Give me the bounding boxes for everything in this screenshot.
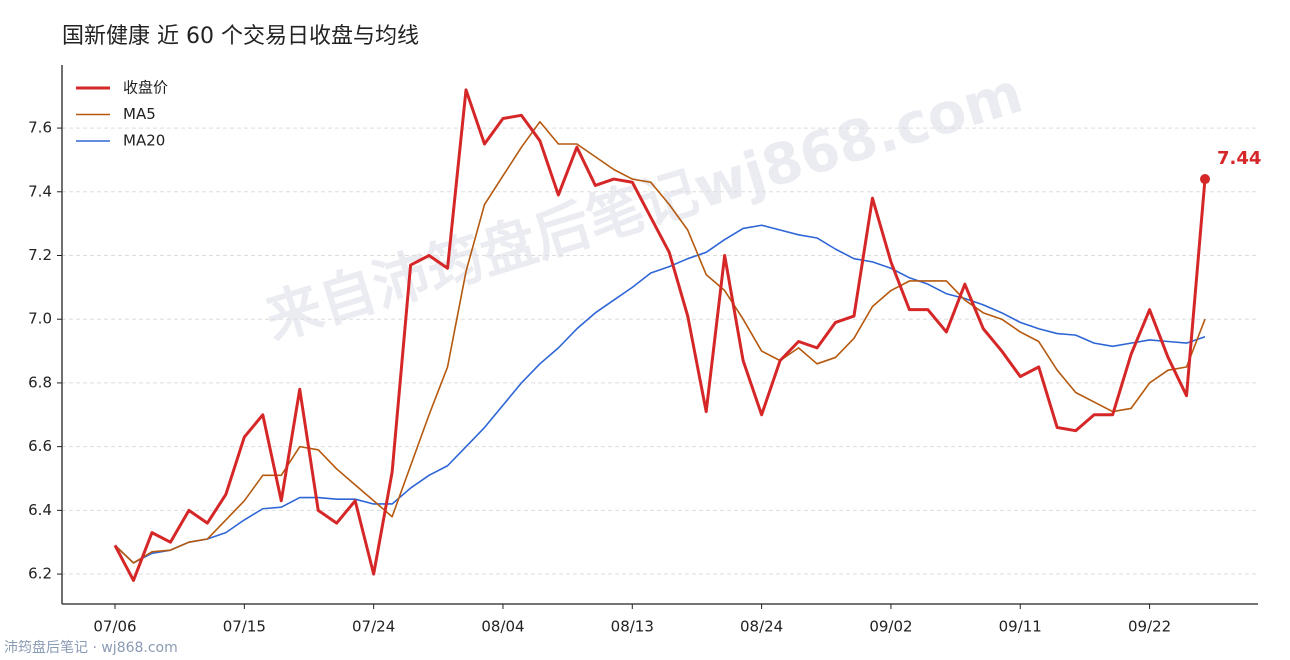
last-point xyxy=(1200,174,1210,185)
legend-label: MA5 xyxy=(123,105,156,123)
x-tick-label: 07/24 xyxy=(352,618,395,636)
y-tick-label: 6.8 xyxy=(28,373,52,391)
y-tick-label: 6.2 xyxy=(28,565,52,583)
y-tick-label: 7.6 xyxy=(28,119,52,137)
y-tick-label: 7.2 xyxy=(28,246,52,264)
x-tick-label: 07/06 xyxy=(93,618,136,636)
legend-label: 收盘价 xyxy=(123,79,168,97)
x-tick-label: 09/11 xyxy=(999,618,1042,636)
series-line xyxy=(114,224,1206,564)
x-tick-label: 08/13 xyxy=(611,618,654,636)
x-tick-label: 09/22 xyxy=(1128,618,1171,636)
x-tick-label: 08/24 xyxy=(740,618,783,636)
series-line xyxy=(113,88,1207,582)
legend-label: MA20 xyxy=(123,132,165,150)
series-line xyxy=(114,120,1206,564)
y-tick-label: 7.0 xyxy=(28,310,52,328)
x-tick-label: 07/15 xyxy=(223,618,266,636)
last-value-label: 7.44 xyxy=(1217,148,1261,169)
y-tick-label: 6.6 xyxy=(28,437,52,455)
chart-title: 国新健康 近 60 个交易日收盘与均线 xyxy=(62,24,419,49)
footer: 沛筠盘后笔记 · wj868.com xyxy=(4,639,178,656)
x-tick-label: 09/02 xyxy=(869,618,912,636)
y-tick-label: 7.4 xyxy=(28,182,52,200)
x-tick-label: 08/04 xyxy=(481,618,524,636)
y-tick-label: 6.4 xyxy=(28,501,52,519)
